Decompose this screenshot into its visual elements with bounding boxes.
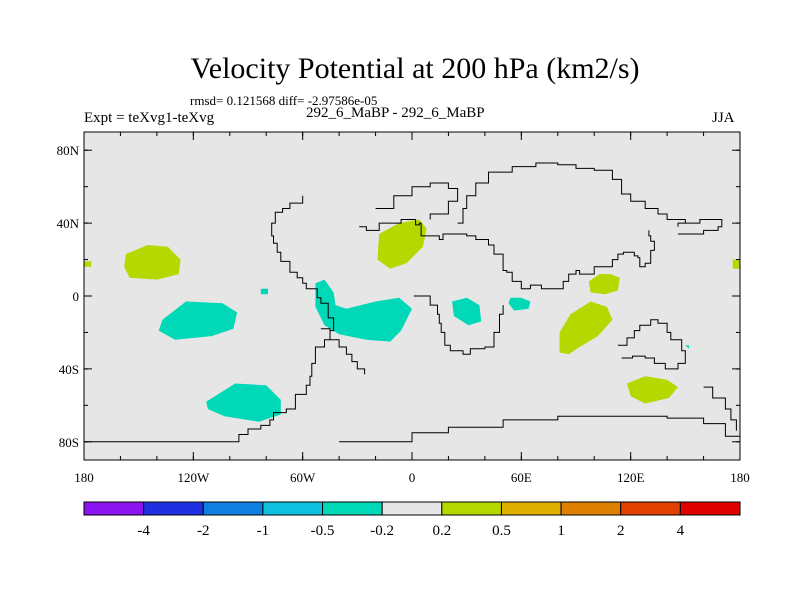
colorbar-swatch [202,501,264,516]
pos-anomaly-west-pacific [559,301,613,355]
neg-anomaly-south-pacific [158,301,238,340]
neg-anomaly-south-america [315,279,412,342]
colorbar-swatch [143,501,204,516]
lon-tick-label: 120E [617,470,645,485]
pos-anomaly-left-edge [84,261,92,267]
africa-south-coast [413,295,504,355]
pos-anomaly-north-africa [377,219,427,269]
season-label: JJA [712,110,735,126]
lat-tick-label: 0 [73,289,80,304]
map-background [84,132,740,460]
colorbar-label: 0.2 [432,523,451,539]
colorbar-swatch [560,501,622,516]
neg-anomaly-tiny-east [685,345,689,349]
pos-anomaly-right-edge [732,259,740,269]
australia-coast [617,319,686,370]
colorbar-swatch [441,501,502,516]
neg-anomaly-central-africa [452,297,482,326]
kamchatka-coast [677,219,723,235]
case-label: 292_6_MaBP - 292_6_MaBP [306,105,485,121]
axis-ticks: 80N 40N 0 40S 80S 180 120W 60W 0 60E 120E 180 [57,132,750,485]
lon-tick-label: 0 [409,470,416,485]
colorbar-label: 4 [677,523,685,539]
colorbar-swatch [620,501,681,516]
lon-tick-label: 60W [290,470,316,485]
neg-anomaly-indian-ocean [508,297,531,311]
south-america-west-coast [320,328,366,375]
colorbar-label: -0.2 [370,523,394,539]
coastline-layer [84,162,741,443]
east-pacific-coast [703,386,737,431]
greenland-coast [375,182,459,220]
africa-europe-coast [359,219,655,290]
lon-tick-label: 180 [74,470,94,485]
antarctica-coast [339,415,741,443]
colorbar-swatch [83,501,145,516]
pos-anomaly-southeast-asia [588,274,620,295]
colorbar-swatch [500,501,562,516]
colorbar: -4 -2 -1 -0.5 -0.2 0.2 0.5 1 2 4 [83,501,741,539]
colorbar-label: -0.5 [311,523,335,539]
pos-anomaly-south-pacific [627,376,678,404]
asia-north-coast [457,162,686,224]
neg-anomaly-southeast-pacific [206,383,281,422]
lat-tick-label: 40S [59,362,79,377]
neg-anomaly-small-pacific [260,288,268,295]
lon-tick-label: 60E [511,470,532,485]
lat-tick-label: 40N [57,216,80,231]
plot-title: Velocity Potential at 200 hPa (km2/s) [190,52,640,85]
colorbar-label: 2 [617,523,625,539]
colorbar-label: -1 [257,523,270,539]
colorbar-label: 0.5 [492,523,511,539]
experiment-label: Expt = teXvg1-teXvg [84,110,215,126]
lon-tick-label: 120W [177,470,210,485]
lon-tick-label: 180 [730,470,750,485]
lat-tick-label: 80N [57,143,80,158]
colorbar-swatch [679,501,741,516]
colorbar-swatch [381,501,443,516]
stats-line: rmsd= 0.121568 diff= -2.97586e-05 [190,93,378,108]
colorbar-label: 1 [557,523,565,539]
americas-coast [84,195,335,443]
pos-anomaly-north-pacific [124,245,181,280]
colorbar-swatch [262,501,324,516]
colorbar-label: -4 [137,523,150,539]
lat-tick-label: 80S [59,435,79,450]
colorbar-label: -2 [197,523,210,539]
anomaly-layer [84,219,740,422]
colorbar-swatch [322,501,383,516]
